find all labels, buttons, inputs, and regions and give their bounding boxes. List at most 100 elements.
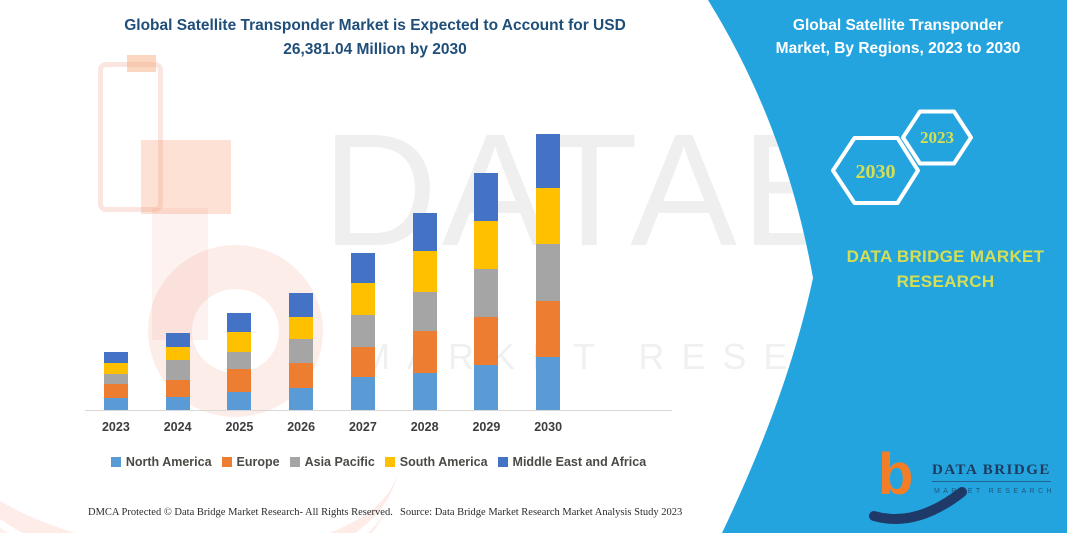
bar-segment-middle-east-and-africa (227, 313, 252, 333)
legend-item-south-america: South America (384, 455, 488, 469)
bar-segment-asia-pacific (350, 315, 375, 348)
stacked-bar-2026 (289, 293, 314, 410)
panel-title-line2: Market, By Regions, 2023 to 2030 (775, 40, 1021, 57)
brand-name-line2: RESEARCH (896, 272, 995, 291)
chart-legend: North America Europe Asia Pacific South Ame… (85, 455, 672, 469)
stacked-bar-2023 (103, 352, 128, 410)
x-axis-label-2030: 2030 (534, 420, 563, 434)
bar-segment-middle-east-and-africa (412, 213, 437, 252)
bar-slot-2024 (147, 134, 209, 410)
bar-slot-2026 (270, 134, 332, 410)
bar-segment-middle-east-and-africa (350, 253, 375, 284)
logo-wordmark: DATA BRIDGE (932, 462, 1051, 482)
hexagon-2023-icon (901, 109, 973, 166)
bar-segment-middle-east-and-africa (289, 293, 314, 317)
x-axis-line (85, 410, 672, 411)
bar-segment-south-america (412, 251, 437, 293)
brand-name-text: DATA BRIDGE MARKET RESEARCH (818, 244, 1067, 294)
stacked-bar-2025 (227, 313, 252, 410)
bar-segment-north-america (103, 398, 128, 410)
bar-segment-north-america (289, 388, 314, 410)
legend-label: Middle East and Africa (512, 455, 647, 469)
bar-segment-north-america (227, 392, 252, 410)
bar-segment-europe (474, 317, 499, 366)
legend-swatch-icon (384, 457, 395, 467)
bar-slot-2023 (85, 134, 147, 410)
legend-item-middle-east-and-africa: Middle East and Africa (497, 455, 647, 469)
blue-panel-shape (708, 0, 1067, 533)
x-axis-labels: 2023 2024 2025 2026 2027 2028 2029 2030 (85, 420, 579, 434)
legend-swatch-icon (110, 457, 121, 467)
legend-swatch-icon (497, 457, 508, 467)
x-axis-label-2025: 2025 (225, 420, 254, 434)
bar-slot-2025 (209, 134, 271, 410)
x-axis-label-2023: 2023 (101, 420, 130, 434)
x-axis-label-2026: 2026 (287, 420, 316, 434)
bar-slot-2028 (394, 134, 456, 410)
stacked-bar-2028 (412, 213, 437, 410)
bar-segment-europe (536, 301, 561, 357)
x-axis-label-2027: 2027 (348, 420, 377, 434)
legend-swatch-icon (289, 457, 300, 467)
bar-slot-2030 (517, 134, 579, 410)
hexagon-2023-label: 2023 (920, 128, 954, 147)
bar-segment-south-america (474, 221, 499, 270)
bar-segment-south-america (227, 332, 252, 353)
logo-b-icon: b (878, 442, 914, 507)
legend-label: South America (399, 455, 488, 469)
bar-segment-europe (350, 347, 375, 378)
bar-segment-north-america (350, 377, 375, 410)
bar-segment-middle-east-and-africa (474, 173, 499, 222)
stacked-bar-2030 (536, 134, 561, 410)
legend-item-north-america: North America (110, 455, 212, 469)
hexagon-2030-icon (831, 136, 920, 205)
bar-segment-asia-pacific (227, 352, 252, 370)
bar-segment-south-america (289, 317, 314, 339)
bar-segment-middle-east-and-africa (103, 352, 128, 364)
legend-item-europe: Europe (221, 455, 280, 469)
footer-source: Source: Data Bridge Market Research Mark… (400, 507, 683, 518)
bar-segment-asia-pacific (412, 292, 437, 332)
bar-segment-north-america (536, 357, 561, 410)
bar-segment-north-america (412, 373, 437, 410)
bar-segment-south-america (536, 188, 561, 245)
legend-item-asia-pacific: Asia Pacific (289, 455, 375, 469)
logo-subtitle: MARKET RESEARCH (934, 488, 1055, 495)
bar-segment-north-america (474, 365, 499, 410)
bar-slot-2027 (332, 134, 394, 410)
dbmr-logo: b DATA BRIDGE MARKET RESEARCH (868, 446, 1067, 530)
stacked-bar-2027 (350, 253, 375, 410)
brand-name-line1: DATA BRIDGE MARKET (846, 247, 1045, 266)
legend-label: Europe (236, 455, 280, 469)
bar-slot-2029 (456, 134, 518, 410)
stacked-bar-chart (85, 134, 579, 410)
bar-segment-south-america (103, 363, 128, 374)
bar-segment-europe (412, 331, 437, 374)
bar-segment-asia-pacific (165, 360, 190, 381)
bar-segment-middle-east-and-africa (165, 332, 190, 347)
bar-segment-europe (103, 384, 128, 398)
bar-segment-asia-pacific (536, 244, 561, 302)
bar-segment-south-america (165, 346, 190, 361)
legend-label: North America (125, 455, 212, 469)
bar-segment-south-america (350, 283, 375, 316)
x-axis-label-2028: 2028 (410, 420, 439, 434)
panel-title-line1: Global Satellite Transponder (792, 17, 1004, 34)
legend-label: Asia Pacific (304, 455, 375, 469)
stacked-bar-2024 (165, 332, 190, 410)
bar-segment-europe (289, 363, 314, 388)
x-axis-label-2024: 2024 (163, 420, 192, 434)
stacked-bar-2029 (474, 173, 499, 410)
hexagon-2030-label: 2030 (856, 161, 896, 183)
bar-segment-middle-east-and-africa (536, 134, 561, 189)
bar-segment-europe (227, 369, 252, 393)
logo-swoosh-icon (869, 487, 967, 524)
bar-segment-asia-pacific (474, 269, 499, 318)
bar-segment-asia-pacific (103, 373, 128, 385)
x-axis-label-2029: 2029 (472, 420, 501, 434)
bar-segment-north-america (165, 396, 190, 410)
bar-segment-asia-pacific (289, 339, 314, 363)
legend-swatch-icon (221, 457, 232, 467)
